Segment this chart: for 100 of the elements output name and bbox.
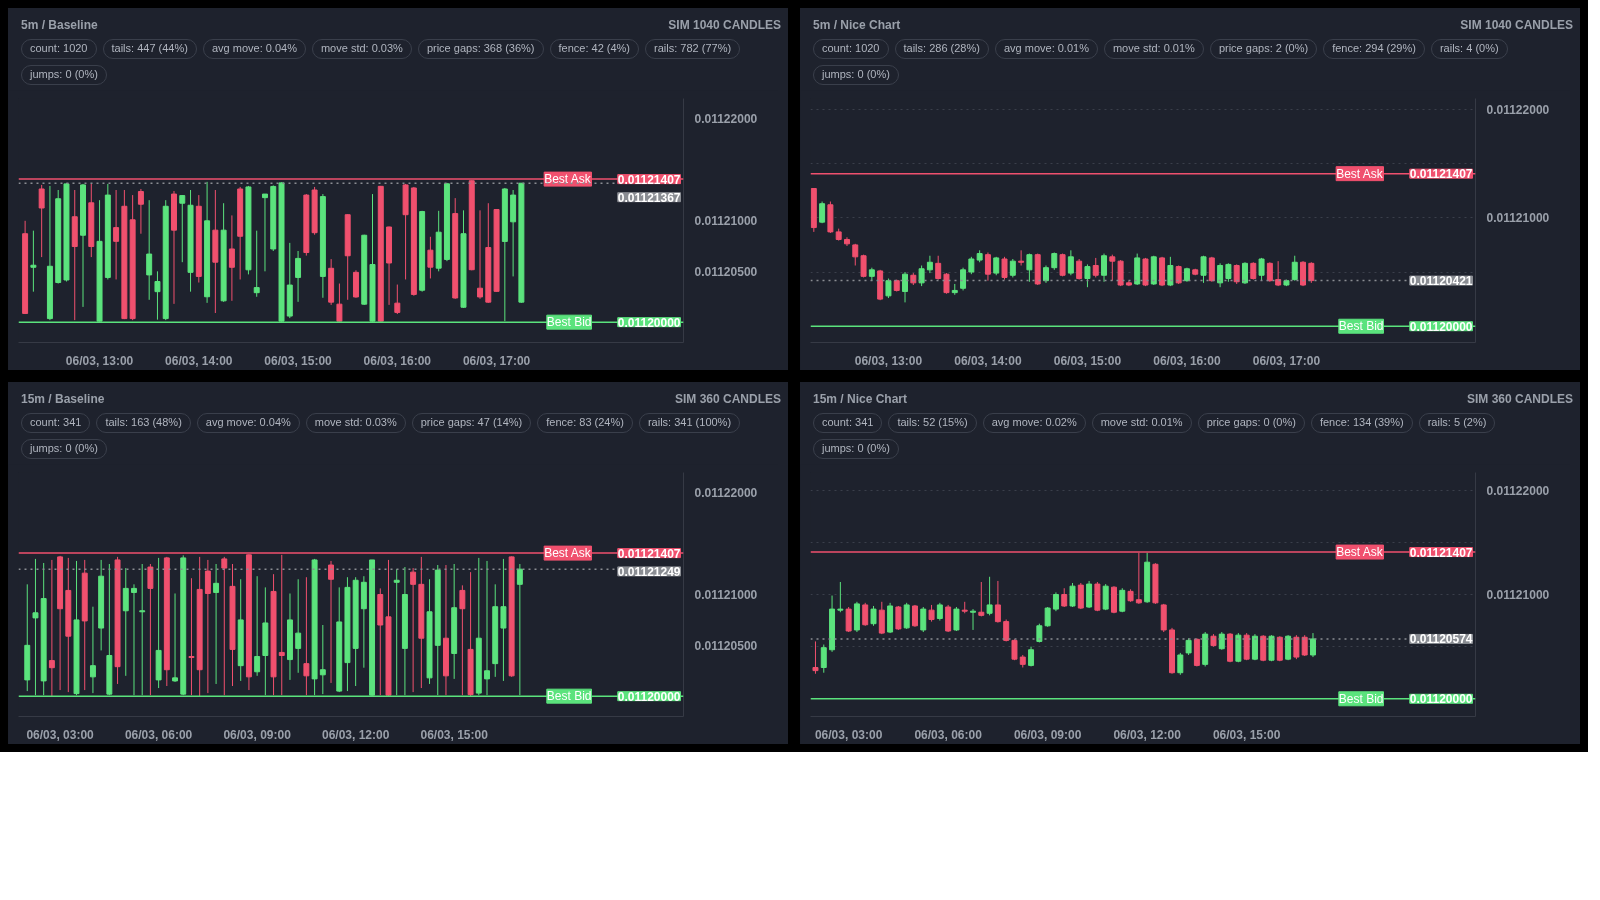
text: move std: 0.03% (311, 39, 412, 59)
candlestick (845, 606, 852, 633)
annotation: 0.01121407 (617, 546, 681, 561)
candlestick (146, 199, 153, 301)
y-tick-label: 0.01122000 (694, 112, 758, 127)
candlestick (870, 605, 877, 627)
text: jumps: 0 (0%) (21, 438, 107, 459)
annotation: 0.01120000 (617, 315, 681, 330)
candlestick (410, 567, 417, 693)
candlestick (477, 209, 484, 300)
text: price gaps: 368 (36%) (417, 39, 544, 59)
candlestick (213, 563, 220, 685)
ref-line-label: Best Bid (546, 315, 592, 330)
annotation: 0.01120000 (617, 689, 681, 704)
text: count: 341 (21, 413, 91, 433)
candlestick (970, 608, 977, 631)
candlestick (837, 581, 844, 613)
candlestick (459, 584, 466, 696)
candlestick (1225, 262, 1232, 283)
y-tick-label: 0.01120500 (694, 264, 758, 279)
x-tick-label: 06/03, 06:00 (914, 727, 983, 742)
x-tick-label: 06/03, 15:00 (420, 727, 489, 742)
text: count: 341 (813, 413, 883, 433)
text: avg move: 0.01% (994, 39, 1098, 59)
candlestick (1242, 261, 1248, 285)
candlestick (295, 250, 302, 303)
candlestick (427, 236, 434, 279)
candlestick (986, 576, 993, 616)
text: price gaps: 47 (14%) (411, 413, 532, 433)
y-tick-label: 0.01122000 (694, 486, 758, 501)
candlestick (1077, 582, 1084, 610)
chart-title: 5m / Nice Chart (813, 17, 901, 34)
text: price gaps: 0 (0%) (1197, 413, 1305, 433)
ref-line-label: Best Ask (1336, 545, 1384, 560)
candlestick (188, 577, 195, 696)
text: SIM 1040 CANDLES (668, 17, 781, 34)
candlestick (1102, 583, 1109, 611)
text: move std: 0.03% (305, 413, 406, 433)
candlestick (1001, 256, 1008, 281)
text: count: 1020 (21, 39, 97, 59)
candlestick (820, 644, 827, 674)
candlestick (38, 184, 45, 258)
candlestick (221, 556, 228, 696)
candlestick (500, 558, 507, 682)
text: move std: 0.01% (1103, 39, 1204, 59)
candlestick (1308, 261, 1315, 284)
y-tick-label: 0.01122000 (1486, 102, 1550, 117)
candlestick (1067, 249, 1074, 276)
candlestick (1177, 652, 1184, 676)
x-tick-label: 06/03, 17:00 (462, 353, 531, 368)
candlestick (1233, 263, 1240, 285)
y-tick-label: 0.01120500 (694, 638, 758, 653)
candlestick (984, 251, 991, 282)
ref-line-label: Best Bid (546, 689, 592, 704)
candlestick (179, 194, 186, 263)
x-tick-label: 06/03, 16:00 (363, 353, 432, 368)
y-tick-label: 0.01121000 (694, 588, 758, 602)
x-tick-label: 06/03, 15:00 (264, 353, 333, 368)
y-tick-label: 0.01121000 (1486, 588, 1550, 602)
chart-title: 15m / Baseline (21, 391, 105, 408)
candlestick (262, 193, 268, 272)
candlestick (926, 255, 933, 274)
candlestick (862, 602, 869, 627)
candlestick (1266, 261, 1273, 283)
x-tick-label: 06/03, 15:00 (1053, 353, 1122, 368)
ref-line-label: Best Ask (544, 172, 592, 187)
text: move std: 0.01% (1091, 413, 1192, 433)
candlestick (1285, 634, 1292, 661)
candlestick (1260, 634, 1267, 662)
candlestick (295, 578, 302, 674)
x-tick-label: 06/03, 09:00 (223, 727, 292, 742)
candlestick (1217, 262, 1224, 288)
annotation: 0.01120574 (1409, 632, 1473, 647)
x-tick-label: 06/03, 13:00 (65, 353, 134, 368)
text: rails: 4 (0%) (1430, 39, 1508, 59)
annotation: 0.01120000 (1409, 319, 1473, 334)
candlestick (336, 283, 343, 323)
candlestick (1109, 254, 1116, 282)
candlestick (920, 606, 927, 633)
candlestick (1200, 255, 1207, 284)
candlestick (1275, 260, 1282, 287)
text: jumps: 0 (0%) (813, 438, 899, 459)
candlestick (1208, 256, 1215, 283)
candlestick (1018, 249, 1025, 266)
candlestick (1309, 632, 1316, 658)
x-tick-label: 06/03, 03:00 (26, 727, 95, 742)
text: avg move: 0.02% (982, 413, 1086, 433)
x-tick-label: 06/03, 16:00 (1153, 353, 1221, 368)
candlestick (812, 640, 819, 675)
candlestick (1293, 634, 1300, 660)
x-tick-label: 06/03, 14:00 (165, 353, 233, 368)
text: avg move: 0.04% (196, 413, 300, 433)
x-tick-label: 06/03, 03:00 (814, 727, 883, 742)
y-tick-label: 0.01122000 (1486, 483, 1550, 498)
candlestick (1268, 634, 1275, 662)
text: avg move: 0.04% (202, 39, 306, 59)
x-tick-label: 06/03, 06:00 (124, 727, 193, 742)
candlestick (1009, 258, 1016, 278)
candlestick (394, 284, 401, 315)
candlestick (1084, 263, 1091, 288)
